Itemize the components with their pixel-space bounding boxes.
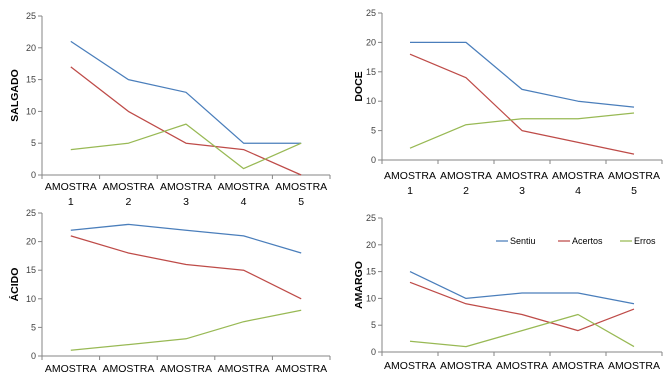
x-tick-label: AMOSTRA (440, 360, 492, 372)
y-tick-label: 20 (366, 240, 376, 250)
chart-panel-4: 0 5 10 15 20 25 AMOSTRA AMOSTRA AMOSTRA AMOSTRA AM… (353, 213, 663, 372)
y-axis-title: AMARGO (353, 261, 365, 309)
x-tick-label: AMOSTRA (496, 360, 548, 372)
x-tick-label: AMOSTRA 3 (160, 181, 212, 208)
y-tick-label: 20 (366, 37, 376, 47)
y-axis-title: ÁCIDO (8, 268, 21, 302)
y-tick-label: 5 (31, 322, 36, 332)
x-tick-label: AMOSTRA (608, 360, 660, 372)
x-tick-label: AMOSTRA (275, 363, 327, 375)
x-tick-label: AMOSTRA 1 (384, 170, 436, 197)
x-tick-label: AMOSTRA 3 (496, 170, 548, 197)
x-tick-label: AMOSTRA 5 (275, 181, 327, 208)
x-tick-label: AMOSTRA 4 (552, 170, 604, 197)
series-line-3 (70, 309, 302, 351)
y-tick-label: 10 (366, 96, 376, 106)
y-tick-label: 15 (366, 67, 376, 77)
x-tick-label: AMOSTRA (160, 363, 212, 375)
series-line-3 (409, 112, 635, 149)
y-tick-label: 5 (371, 126, 376, 136)
legend: Sentiu Acertos Erros (496, 236, 656, 246)
x-tick-label: AMOSTRA (552, 360, 604, 372)
y-tick-label: 0 (31, 170, 36, 180)
y-axis-title: SALGADO (9, 69, 21, 122)
y-tick-label: 10 (26, 294, 36, 304)
y-tick-label: 0 (31, 351, 36, 361)
series-line-3 (409, 313, 635, 348)
series-line-2 (70, 235, 302, 300)
legend-label-1: Sentiu (510, 236, 536, 246)
series-line-1 (70, 223, 302, 254)
legend-label-3: Erros (634, 236, 656, 246)
x-tick-label: AMOSTRA (102, 363, 154, 375)
x-tick-label: AMOSTRA 5 (608, 170, 660, 197)
y-tick-label: 15 (366, 267, 376, 277)
series-line-2 (70, 66, 302, 176)
y-tick-label: 10 (366, 293, 376, 303)
y-tick-label: 5 (371, 320, 376, 330)
y-tick-label: 0 (371, 155, 376, 165)
x-tick-label: AMOSTRA 1 (45, 181, 97, 208)
series-line-1 (409, 271, 635, 305)
x-tick-label: AMOSTRA (384, 360, 436, 372)
y-tick-label: 15 (26, 265, 36, 275)
series-line-2 (409, 53, 635, 155)
y-tick-label: 5 (31, 138, 36, 148)
legend-label-2: Acertos (572, 236, 603, 246)
y-tick-label: 15 (26, 75, 36, 85)
series-line-1 (70, 40, 302, 144)
y-tick-label: 0 (371, 347, 376, 357)
y-tick-label: 25 (366, 213, 376, 223)
x-tick-label: AMOSTRA 2 (102, 181, 154, 208)
x-tick-label: AMOSTRA 4 (218, 181, 270, 208)
y-axis-title: DOCE (353, 71, 365, 101)
series-line-3 (70, 123, 302, 170)
x-tick-label: AMOSTRA (45, 363, 97, 375)
y-tick-label: 25 (26, 11, 36, 21)
x-tick-label: AMOSTRA (218, 363, 270, 375)
chart-panel-3: 0 5 10 15 20 25 AMOSTRA AMOSTRA AMOSTRA AMOSTRA AM… (8, 208, 331, 375)
y-tick-label: 20 (26, 43, 36, 53)
y-tick-label: 25 (26, 208, 36, 218)
y-tick-label: 20 (26, 237, 36, 247)
y-tick-label: 25 (366, 8, 376, 18)
y-tick-label: 10 (26, 106, 36, 116)
series-line-1 (410, 41, 635, 108)
series-line-2 (409, 281, 635, 332)
x-tick-label: AMOSTRA 2 (440, 170, 492, 197)
